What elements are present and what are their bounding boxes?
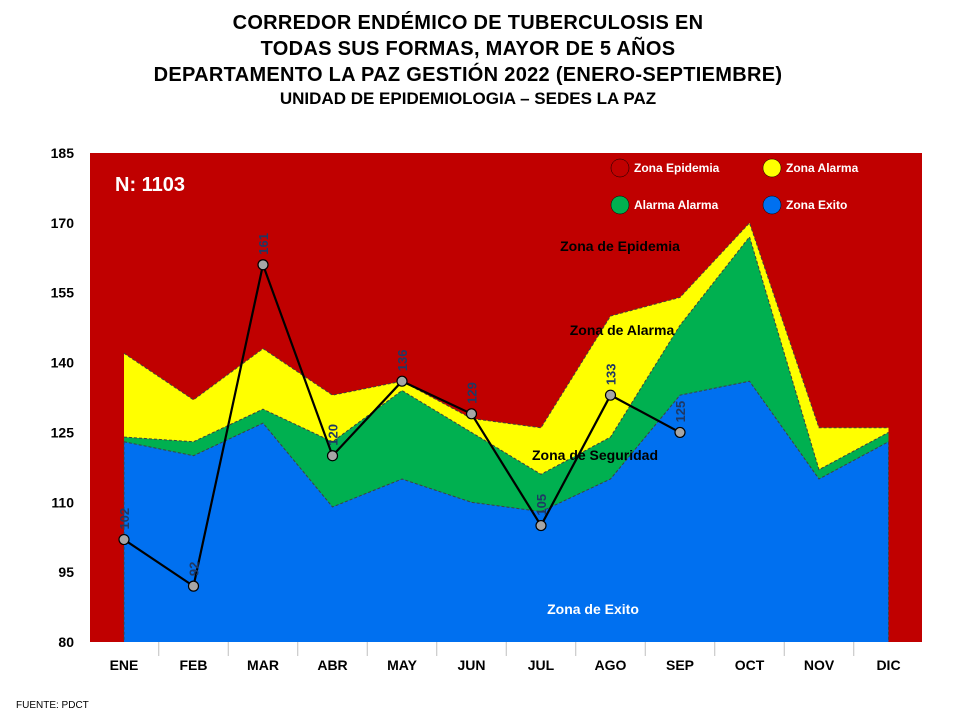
x-tick-label: JUN [457,657,485,673]
series-data-label: 136 [395,349,410,371]
x-tick-label: ABR [317,657,347,673]
zone-exito-area [124,381,889,642]
x-tick-label: MAY [387,657,417,673]
chart-title-line-1: CORREDOR ENDÉMICO DE TUBERCULOSIS EN [232,12,704,34]
series-point [187,580,200,592]
series-point [326,450,339,462]
series-data-label: 161 [256,233,271,255]
legend-label: Alarma Alarma [634,198,719,212]
zone-label: Zona de Exito [547,601,639,617]
zone-label: Zona de Seguridad [532,447,658,463]
series-point [118,533,130,546]
series-data-label: 120 [326,424,341,446]
legend-label: Zona Epidemia [634,161,720,175]
legend-marker [610,158,630,178]
y-tick-label: 155 [51,285,75,301]
y-tick-label: 110 [51,494,74,510]
series-data-label: 102 [117,508,132,530]
x-tick-label: AGO [595,657,627,673]
zone-exito-edge [123,380,889,513]
series-data-label: 105 [534,494,549,516]
x-tick-label: DIC [876,657,900,673]
chart-title-block: CORREDOR ENDÉMICO DE TUBERCULOSIS EN TOD… [0,10,936,110]
zone-label: Zona de Epidemia [560,238,680,254]
chart-title-line-2: TODAS SUS FORMAS, MAYOR DE 5 AÑOS [260,38,676,60]
series-point [465,408,478,420]
series-point [674,426,686,439]
legend-label: Zona Exito [786,198,847,212]
x-tick-label: ENE [110,657,139,673]
series-point [604,389,617,401]
y-tick-label: 170 [51,215,75,231]
zone-label: Zona de Alarma [570,322,675,338]
x-tick-label: FEB [180,657,208,673]
series-data-label: 125 [673,401,688,423]
y-tick-label: 80 [58,634,74,650]
legend-marker [762,158,782,178]
legend-label: Zona Alarma [786,161,859,175]
n-label: N: 1103 [115,174,185,196]
series-data-label: 133 [604,363,619,385]
y-tick-label: 95 [58,564,74,580]
zone-alarma-edge [123,221,889,429]
x-tick-label: NOV [804,657,835,673]
legend-marker [762,195,782,215]
endemic-corridor-chart: 80 95 110 125 140 155 170 185 ENE FEB MAR ABR MAY JUN… [51,145,922,673]
series-point [396,375,408,387]
chart-title-line-3: DEPARTAMENTO LA PAZ GESTIÓN 2022 (ENERO-… [153,64,783,86]
series-point [257,259,269,271]
y-tick-label: 125 [51,424,75,440]
series-data-label: 92 [187,562,202,576]
source-note: FUENTE: PDCT [16,700,89,711]
y-tick-label: 185 [51,145,75,161]
zone-seguridad-edge [123,235,889,475]
chart-subtitle: UNIDAD DE EPIDEMIOLOGIA – SEDES LA PAZ [279,89,657,108]
series-data-label: 129 [465,382,480,404]
x-tick-label: OCT [735,657,765,673]
x-tick-label: JUL [528,657,555,673]
legend-marker [610,195,630,215]
y-tick-label: 140 [51,355,75,371]
x-tick-label: MAR [247,657,279,673]
x-tick-label: SEP [666,657,694,673]
series-point [535,519,547,532]
